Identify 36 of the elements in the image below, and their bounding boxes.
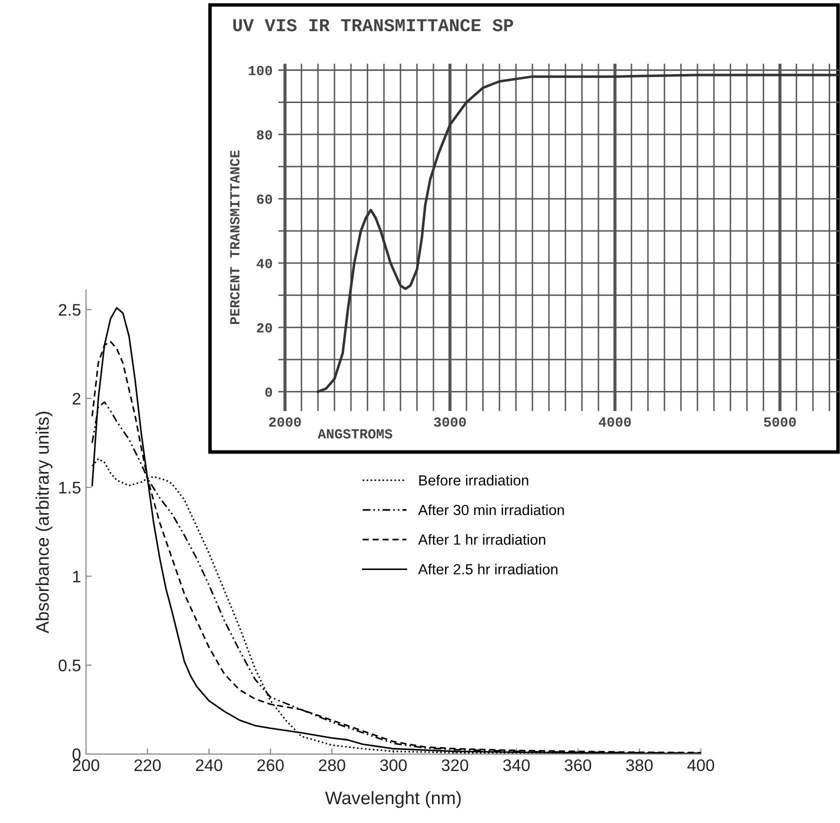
x-tick-label: 340 — [503, 759, 530, 772]
y-tick-label: 80 — [256, 130, 272, 140]
x-tick-label: 400 — [687, 759, 714, 772]
y-tick-label: 2 — [72, 392, 80, 405]
y-tick-label: 0 — [265, 387, 272, 397]
y-tick-label: 0 — [72, 748, 81, 760]
y-tick-label: 60 — [257, 194, 272, 204]
x-tick-label: 220 — [134, 759, 161, 772]
x-tick-label: 260 — [257, 759, 284, 772]
y-tick-label: 2.5 — [58, 304, 80, 316]
legend-label: After 1 hr irradiation — [418, 534, 546, 545]
x-tick-label: 320 — [442, 759, 468, 772]
y-tick-label: 1 — [73, 570, 80, 582]
y-axis-title: PERCENT TRANSMITTANCE — [230, 150, 240, 324]
y-tick-label: 100 — [248, 66, 272, 76]
x-axis-title: ANGSTROMS — [318, 429, 392, 439]
x-tick-label: 380 — [626, 759, 653, 772]
x-tick-label: 240 — [196, 759, 222, 772]
y-tick-label: 20 — [256, 323, 272, 333]
x-tick-label: 3000 — [434, 417, 466, 427]
x-tick-label: 300 — [380, 759, 407, 772]
x-tick-label: 280 — [318, 759, 346, 772]
y-axis-title: Absorbance (arbitrary units) — [36, 412, 52, 634]
x-tick-label: 200 — [72, 759, 100, 772]
y-tick-label: 1.5 — [59, 482, 80, 494]
x-tick-label: 4000 — [598, 417, 631, 427]
legend-label: After 30 min irradiation — [418, 504, 564, 516]
x-tick-label: 5000 — [764, 417, 796, 427]
x-axis-title: Wavelenght (nm) — [325, 791, 461, 808]
legend-label: Before irradiation — [419, 474, 528, 486]
x-tick-label: 360 — [564, 759, 592, 772]
y-tick-label: 40 — [256, 258, 272, 268]
y-tick-label: 0.5 — [58, 660, 80, 672]
chart-title: UV VIS IR TRANSMITTANCE SP — [233, 19, 514, 32]
legend-label: After 2.5 hr irradiation — [418, 564, 558, 574]
x-tick-label: 2000 — [269, 417, 301, 427]
